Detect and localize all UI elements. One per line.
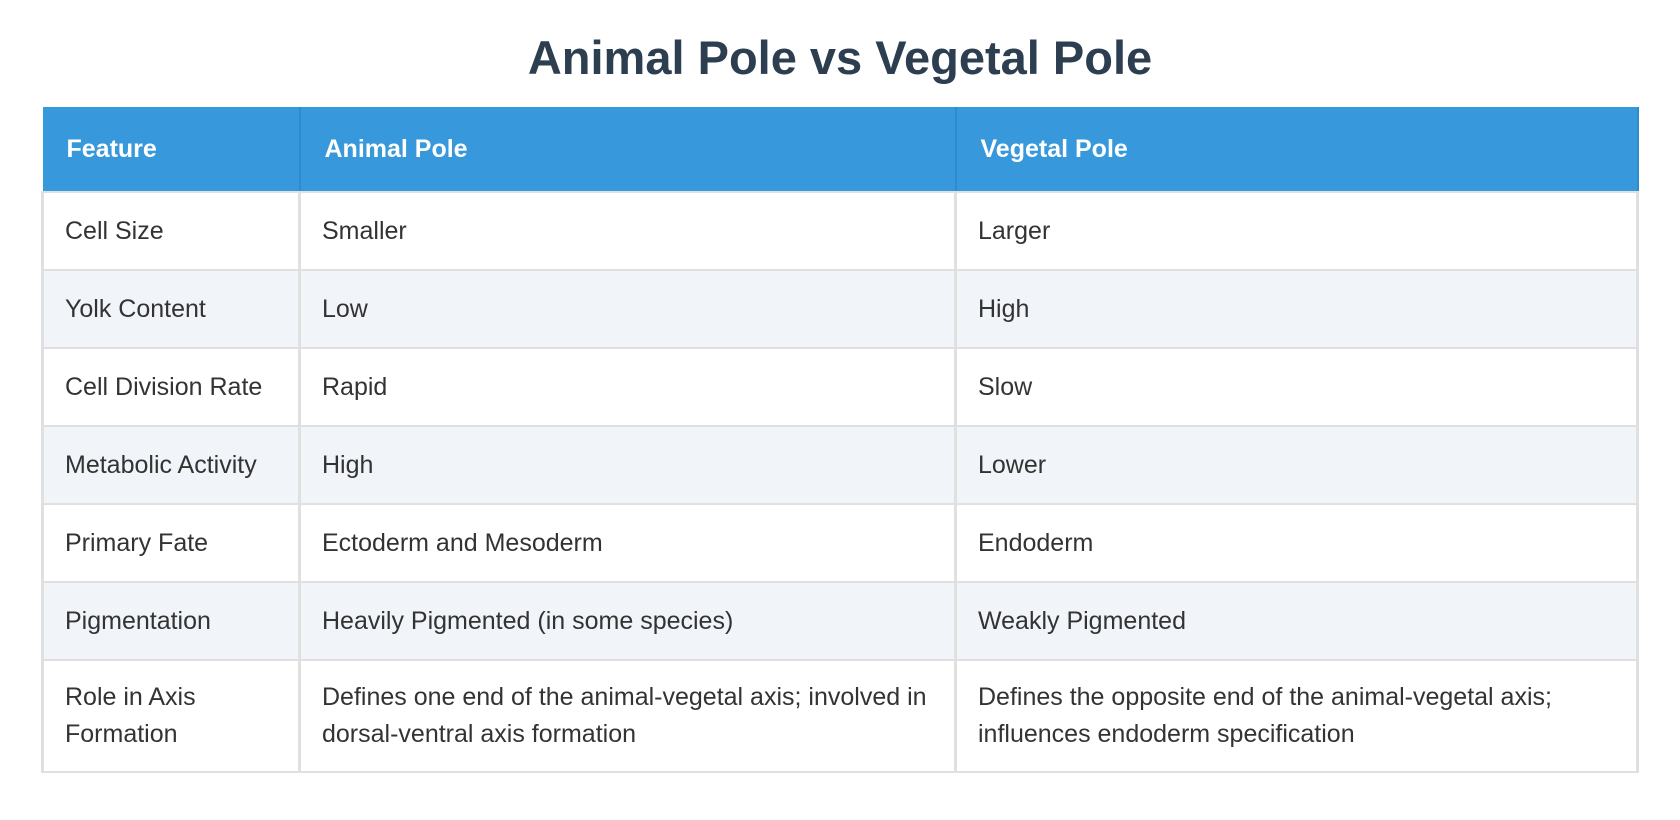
- comparison-table: Feature Animal Pole Vegetal Pole Cell Size…: [41, 107, 1639, 773]
- table-cell: Defines the opposite end of the animal-v…: [954, 659, 1639, 773]
- column-header: Vegetal Pole: [955, 107, 1639, 192]
- table-row: Cell Division Rate Rapid Slow: [41, 347, 1639, 427]
- table-row: Pigmentation Heavily Pigmented (in some s…: [41, 581, 1639, 661]
- table-cell: Rapid: [298, 347, 957, 427]
- table-cell: Ectoderm and Mesoderm: [298, 503, 957, 583]
- table-cell: Weakly Pigmented: [954, 581, 1639, 661]
- table-cell: Larger: [954, 191, 1639, 271]
- table-cell: High: [954, 269, 1639, 349]
- table-row: Yolk Content Low High: [41, 269, 1639, 349]
- table-cell: High: [298, 425, 957, 505]
- table-cell: Pigmentation: [41, 581, 301, 661]
- table-cell: Cell Size: [41, 191, 301, 271]
- page-title: Animal Pole vs Vegetal Pole: [527, 31, 1153, 84]
- table-cell: Role in Axis Formation: [41, 659, 301, 773]
- table-cell: Yolk Content: [41, 269, 301, 349]
- table-cell: Cell Division Rate: [41, 347, 301, 427]
- table-row: Primary Fate Ectoderm and Mesoderm Endoder…: [41, 503, 1639, 583]
- table-cell: Slow: [954, 347, 1639, 427]
- table-row: Role in Axis Formation Defines one end of…: [41, 659, 1639, 773]
- table-body: Cell Size Smaller Larger Yolk Content Low Hig…: [41, 191, 1639, 773]
- table-cell: Primary Fate: [41, 503, 301, 583]
- table-cell: Heavily Pigmented (in some species): [298, 581, 957, 661]
- table-cell: Smaller: [298, 191, 957, 271]
- column-header: Animal Pole: [299, 107, 957, 192]
- table-cell: Metabolic Activity: [41, 425, 301, 505]
- column-header: Feature: [42, 107, 301, 192]
- table-cell: Defines one end of the animal-vegetal ax…: [298, 659, 957, 773]
- table-cell: Lower: [954, 425, 1639, 505]
- table-row: Metabolic Activity High Lower: [41, 425, 1639, 505]
- table-row: Cell Size Smaller Larger: [41, 191, 1639, 271]
- header-row: Feature Animal Pole Vegetal Pole: [42, 107, 1639, 192]
- table-cell: Endoderm: [954, 503, 1639, 583]
- table-cell: Low: [298, 269, 957, 349]
